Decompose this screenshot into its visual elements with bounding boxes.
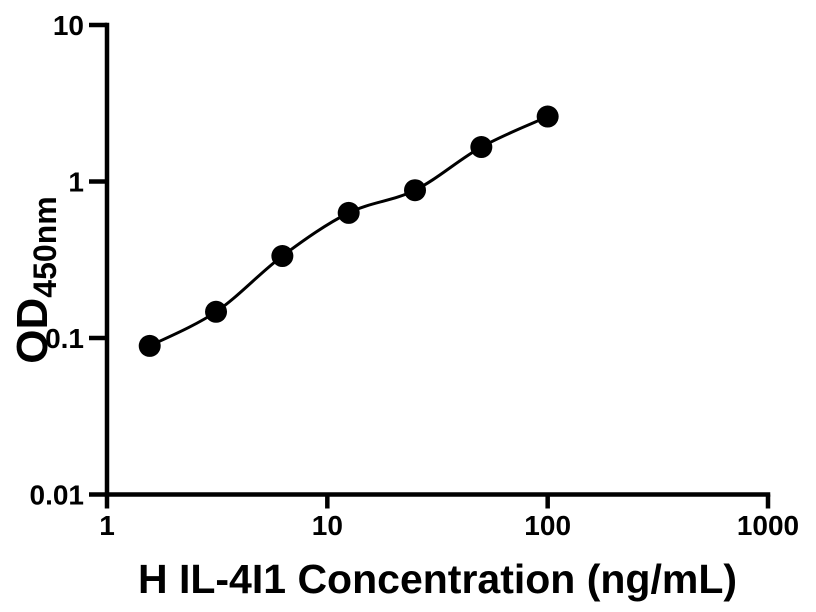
data-point <box>536 105 559 128</box>
x-tick-label: 1000 <box>737 510 799 541</box>
data-point <box>404 179 427 202</box>
y-tick-label: 1 <box>68 167 84 198</box>
y-axis-title: OD450nm <box>8 196 63 363</box>
x-tick-label: 10 <box>312 510 343 541</box>
data-point <box>271 245 294 268</box>
y-axis-title-subscript: 450nm <box>27 196 63 297</box>
data-series <box>138 105 559 357</box>
axes <box>104 22 771 497</box>
y-tick-label: 10 <box>53 10 84 41</box>
y-tick-label: 0.1 <box>45 323 84 354</box>
x-tick-label: 100 <box>524 510 571 541</box>
axis-spine <box>104 22 771 497</box>
y-tick-label: 0.01 <box>30 480 85 511</box>
y-axis-title-main: OD <box>8 298 57 364</box>
data-point <box>205 300 228 323</box>
data-point <box>138 334 161 357</box>
axis-tick-labels: 0.01 0.1 1 10 1 10 100 1000 <box>30 10 800 541</box>
data-point <box>470 136 493 159</box>
x-axis-title: H IL-4I1 Concentration (ng/mL) <box>138 556 737 602</box>
axis-ticks <box>89 22 771 509</box>
data-point <box>337 201 360 224</box>
x-tick-label: 1 <box>99 510 115 541</box>
